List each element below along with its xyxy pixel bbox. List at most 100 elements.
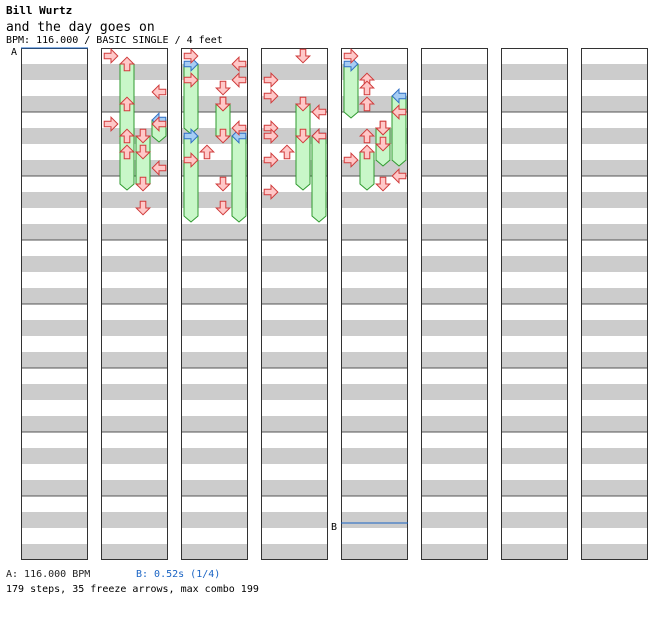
chart-column <box>501 48 568 560</box>
beat-stripe <box>101 544 168 560</box>
beat-stripe <box>181 384 248 400</box>
freeze-body <box>295 135 311 191</box>
beat-stripe <box>501 224 568 240</box>
step-arrow <box>375 176 391 192</box>
beat-stripe <box>21 64 88 80</box>
beat-stripe <box>501 288 568 304</box>
beat-stripe <box>21 288 88 304</box>
beat-stripe <box>341 512 408 528</box>
beat-stripe <box>341 128 408 144</box>
beat-stripe <box>181 544 248 560</box>
song-artist: Bill Wurtz <box>6 4 73 17</box>
beat-stripe <box>421 256 488 272</box>
beat-stripe <box>581 416 648 432</box>
beat-stripe <box>501 64 568 80</box>
freeze-body <box>119 135 135 191</box>
beat-stripe <box>101 480 168 496</box>
beat-stripe <box>261 480 328 496</box>
step-arrow <box>199 144 215 160</box>
beat-stripe <box>501 416 568 432</box>
beat-stripe <box>501 160 568 176</box>
beat-stripe <box>581 512 648 528</box>
column-border <box>581 48 648 560</box>
beat-stripe <box>341 320 408 336</box>
beat-stripe <box>421 416 488 432</box>
column-border <box>261 48 328 560</box>
beat-stripe <box>581 64 648 80</box>
beat-stripe <box>421 96 488 112</box>
beat-stripe <box>181 480 248 496</box>
freeze-body <box>183 135 199 223</box>
column-border <box>101 48 168 560</box>
beat-stripe <box>21 544 88 560</box>
beat-stripe <box>421 448 488 464</box>
column-border <box>181 48 248 560</box>
beat-stripe <box>501 192 568 208</box>
beat-stripe <box>261 448 328 464</box>
beat-stripe <box>501 128 568 144</box>
beat-stripe <box>581 288 648 304</box>
beat-stripe <box>581 352 648 368</box>
beat-stripe <box>181 320 248 336</box>
beat-stripe <box>101 320 168 336</box>
beat-stripe <box>341 352 408 368</box>
beat-stripe <box>581 224 648 240</box>
chart-info: BPM: 116.000 / BASIC SINGLE / 4 feet <box>6 35 223 46</box>
beat-stripe <box>261 352 328 368</box>
beat-stripe <box>21 480 88 496</box>
step-arrow <box>215 176 231 192</box>
column-border <box>421 48 488 560</box>
beat-stripe <box>101 448 168 464</box>
beat-stripe <box>501 480 568 496</box>
beat-stripe <box>21 384 88 400</box>
beat-stripe <box>581 128 648 144</box>
beat-stripe <box>101 512 168 528</box>
beat-stripe <box>501 352 568 368</box>
beat-stripe <box>181 256 248 272</box>
beat-stripe <box>581 480 648 496</box>
beat-stripe <box>421 384 488 400</box>
beat-stripe <box>421 64 488 80</box>
beat-stripe <box>101 384 168 400</box>
beat-stripe <box>181 416 248 432</box>
chart-column <box>581 48 648 560</box>
beat-stripe <box>101 224 168 240</box>
beat-stripe <box>421 512 488 528</box>
beat-stripe <box>581 160 648 176</box>
columns-layer <box>21 48 648 560</box>
chart-stats: 179 steps, 35 freeze arrows, max combo 1… <box>6 584 259 595</box>
column-border <box>341 48 408 560</box>
beat-stripe <box>21 224 88 240</box>
chart-column <box>421 48 488 560</box>
beat-stripe <box>501 544 568 560</box>
beat-stripe <box>21 128 88 144</box>
freeze-body <box>231 135 247 223</box>
beat-stripe <box>581 448 648 464</box>
beat-stripe <box>181 288 248 304</box>
beat-stripe <box>341 416 408 432</box>
beat-stripe <box>581 192 648 208</box>
beat-stripe <box>101 288 168 304</box>
step-arrow <box>215 80 231 96</box>
beat-stripe <box>261 160 328 176</box>
chart-column <box>181 48 248 560</box>
beat-stripe <box>261 256 328 272</box>
step-arrow <box>103 48 119 64</box>
beat-stripe <box>341 256 408 272</box>
beat-stripe <box>581 96 648 112</box>
beat-stripe <box>101 352 168 368</box>
stop-legend: B: 0.52s (1/4) <box>136 569 221 580</box>
beat-stripe <box>581 544 648 560</box>
beat-stripe <box>101 256 168 272</box>
beat-stripe <box>581 384 648 400</box>
beat-stripe <box>261 192 328 208</box>
beat-stripe <box>21 416 88 432</box>
beat-stripe <box>21 352 88 368</box>
chart-column <box>21 48 88 560</box>
beat-stripe <box>181 512 248 528</box>
bpm-legend: A: 116.000 BPM <box>6 569 91 580</box>
beat-stripe <box>341 384 408 400</box>
beat-stripe <box>421 480 488 496</box>
beat-stripe <box>21 256 88 272</box>
